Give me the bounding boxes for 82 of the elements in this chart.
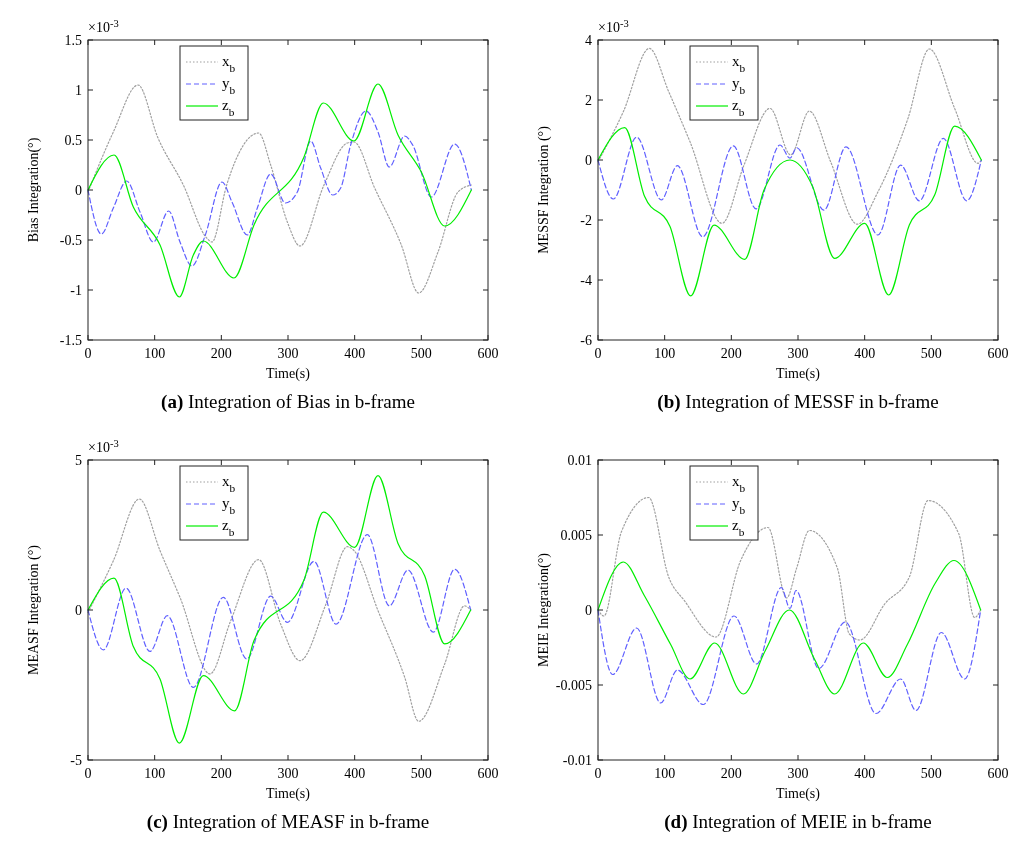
y-tick-label: 1.5 <box>64 33 82 48</box>
y-tick-label: 0 <box>75 603 82 618</box>
y-tick-label: 5 <box>75 453 82 468</box>
y-axis-title: MESSF Integration (°) <box>536 125 552 254</box>
y-axis-title: Bias Integration(°) <box>26 137 42 243</box>
y-tick-label: -4 <box>580 273 592 288</box>
x-tick-label: 600 <box>987 766 1009 781</box>
y-tick-label: 0.5 <box>64 133 82 148</box>
line-series <box>597 125 982 297</box>
y-tick-label: 4 <box>585 33 592 48</box>
legend-label: y$_{b}$ <box>222 495 236 516</box>
x-tick-label: 100 <box>654 766 676 781</box>
legend-label: x$_{b}$ <box>732 473 746 494</box>
text: ×10$^{-3}$ <box>88 17 119 35</box>
y-tick-label: -1 <box>70 283 82 298</box>
x-tick-label: 100 <box>144 346 166 361</box>
line-series <box>597 47 982 225</box>
x-tick-label: 600 <box>987 346 1009 361</box>
line-series <box>597 496 982 641</box>
x-axis-title: Time(s) <box>266 786 311 802</box>
text: (d) Integration of MEIE in b-frame <box>664 811 932 833</box>
y-tick-label: -0.5 <box>59 233 82 248</box>
x-tick-label: 600 <box>477 766 499 781</box>
line-series <box>597 586 982 715</box>
line-series <box>87 534 472 688</box>
x-tick-label: 300 <box>277 766 299 781</box>
y-axis-title: MEIE Integration(°) <box>536 552 552 668</box>
text: (b) Integration of MESSF in b-frame <box>657 391 939 413</box>
x-tick-label: 200 <box>720 766 742 781</box>
y-tick-label: -2 <box>580 213 592 228</box>
y-tick-label: -0.01 <box>562 753 592 768</box>
legend-label: x$_{b}$ <box>222 53 236 74</box>
x-axis-title: Time(s) <box>776 366 821 382</box>
y-tick-label: 0.01 <box>567 453 592 468</box>
line-series <box>87 475 472 744</box>
x-tick-label: 400 <box>854 346 876 361</box>
y-tick-label: 0 <box>75 183 82 198</box>
x-tick-label: 400 <box>344 766 366 781</box>
y-tick-label: -6 <box>580 333 592 348</box>
y-tick-label: 0 <box>585 153 592 168</box>
x-tick-label: 200 <box>210 346 232 361</box>
y-tick-label: -5 <box>70 753 82 768</box>
line-series <box>87 110 472 267</box>
legend-label: x$_{b}$ <box>222 473 236 494</box>
legend-label: y$_{b}$ <box>732 75 746 96</box>
text: (c) Integration of MEASF in b-frame <box>146 811 430 833</box>
x-tick-label: 300 <box>277 346 299 361</box>
x-tick-label: 300 <box>787 766 809 781</box>
legend-label: y$_{b}$ <box>732 495 746 516</box>
y-axis-title: MEASF Integration (°) <box>26 544 42 676</box>
line-series <box>597 559 982 695</box>
line-series <box>597 136 982 238</box>
legend-label: y$_{b}$ <box>222 75 236 96</box>
x-tick-label: 600 <box>477 346 499 361</box>
y-tick-label: 0.005 <box>560 528 592 543</box>
x-axis-title: Time(s) <box>776 786 821 802</box>
x-tick-label: 500 <box>410 346 432 361</box>
legend-label: z$_{b}$ <box>222 97 235 118</box>
x-tick-label: 100 <box>654 346 676 361</box>
x-tick-label: 200 <box>720 346 742 361</box>
legend-label: z$_{b}$ <box>732 517 745 538</box>
legend-label: x$_{b}$ <box>732 53 746 74</box>
x-tick-label: 400 <box>344 346 366 361</box>
y-tick-label: -1.5 <box>59 333 82 348</box>
x-tick-label: 500 <box>410 766 432 781</box>
y-tick-label: -0.005 <box>555 678 592 693</box>
x-axis-title: Time(s) <box>266 366 311 382</box>
y-tick-label: 1 <box>75 83 82 98</box>
x-tick-label: 500 <box>920 346 942 361</box>
line-series <box>87 498 472 722</box>
y-tick-label: 0 <box>585 603 592 618</box>
legend-label: z$_{b}$ <box>732 97 745 118</box>
legend-label: z$_{b}$ <box>222 517 235 538</box>
y-tick-label: 2 <box>585 93 592 108</box>
x-tick-label: 500 <box>920 766 942 781</box>
x-tick-label: 200 <box>210 766 232 781</box>
x-tick-label: 300 <box>787 346 809 361</box>
x-tick-label: 100 <box>144 766 166 781</box>
text: ×10$^{-3}$ <box>88 437 119 455</box>
x-tick-label: 400 <box>854 766 876 781</box>
text: (a) Integration of Bias in b-frame <box>161 391 415 413</box>
text: ×10$^{-3}$ <box>598 17 629 35</box>
